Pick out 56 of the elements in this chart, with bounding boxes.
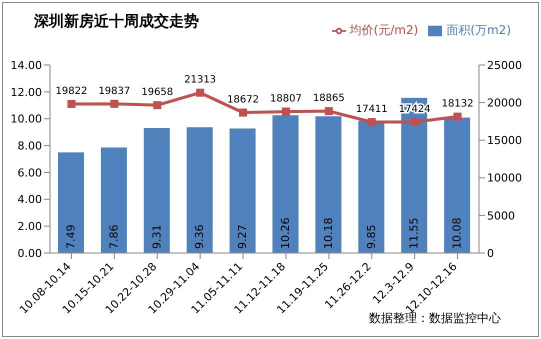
bar [58, 152, 84, 253]
data-label: 19822 [56, 86, 88, 97]
chart-title: 深圳新房近十周成交走势 [34, 12, 199, 31]
point [368, 118, 376, 126]
data-label: 10.18 [322, 218, 335, 249]
point [239, 108, 248, 117]
point [282, 108, 290, 116]
bar [444, 118, 470, 253]
y2-tick-label: 20000 [487, 96, 522, 110]
data-label: 9.36 [193, 224, 206, 249]
data-label: 9.31 [150, 224, 164, 249]
bar [230, 128, 256, 253]
bar [100, 147, 127, 253]
y-tick-label: 2.00 [18, 220, 42, 234]
data-label: 7.49 [64, 224, 78, 249]
y-tick-label: 4.00 [18, 193, 42, 206]
point [153, 101, 162, 110]
legend-label: 均价(元/m2) [350, 23, 418, 37]
data-label: 9.27 [236, 224, 250, 249]
bar [358, 120, 384, 253]
y-tick-label: 6.00 [18, 166, 42, 180]
y2-tick-label: 0 [487, 246, 494, 260]
data-label: 18865 [312, 93, 345, 104]
data-label: 10.26 [279, 218, 292, 249]
point [110, 100, 118, 108]
bar [272, 115, 298, 253]
y-tick-label: 14.00 [10, 58, 42, 72]
y-tick-label: 0.00 [18, 246, 42, 260]
y2-tick-label: 25000 [487, 58, 522, 72]
point [454, 112, 462, 121]
y2-tick-label: 10000 [487, 172, 522, 185]
bar [144, 128, 170, 253]
data-label: 10.08 [450, 218, 464, 249]
point [67, 100, 76, 108]
y2-tick-label: 5000 [487, 209, 515, 222]
point [410, 118, 419, 126]
legend-label: 面积(万m2) [446, 23, 511, 37]
data-label: 19837 [98, 86, 130, 97]
data-label: 18807 [270, 94, 302, 105]
data-label: 11.55 [408, 218, 421, 249]
text: 数据整理：数据监控中心 [369, 311, 501, 327]
data-label: 21313 [184, 74, 216, 86]
point [324, 107, 333, 116]
y-tick-label: 8.00 [18, 139, 42, 152]
point [196, 88, 204, 97]
data-label: 7.86 [107, 224, 120, 249]
bar [315, 116, 342, 253]
y-tick-label: 12.00 [10, 86, 42, 99]
data-label: 18132 [442, 98, 474, 110]
data-label: 18672 [227, 94, 259, 106]
data-label: 9.85 [364, 224, 378, 249]
bar [186, 127, 213, 253]
data-label: 19658 [141, 87, 174, 98]
y-tick-label: 10.00 [10, 112, 42, 126]
y2-tick-label: 15000 [487, 134, 522, 148]
data-label: 17411 [356, 104, 388, 116]
